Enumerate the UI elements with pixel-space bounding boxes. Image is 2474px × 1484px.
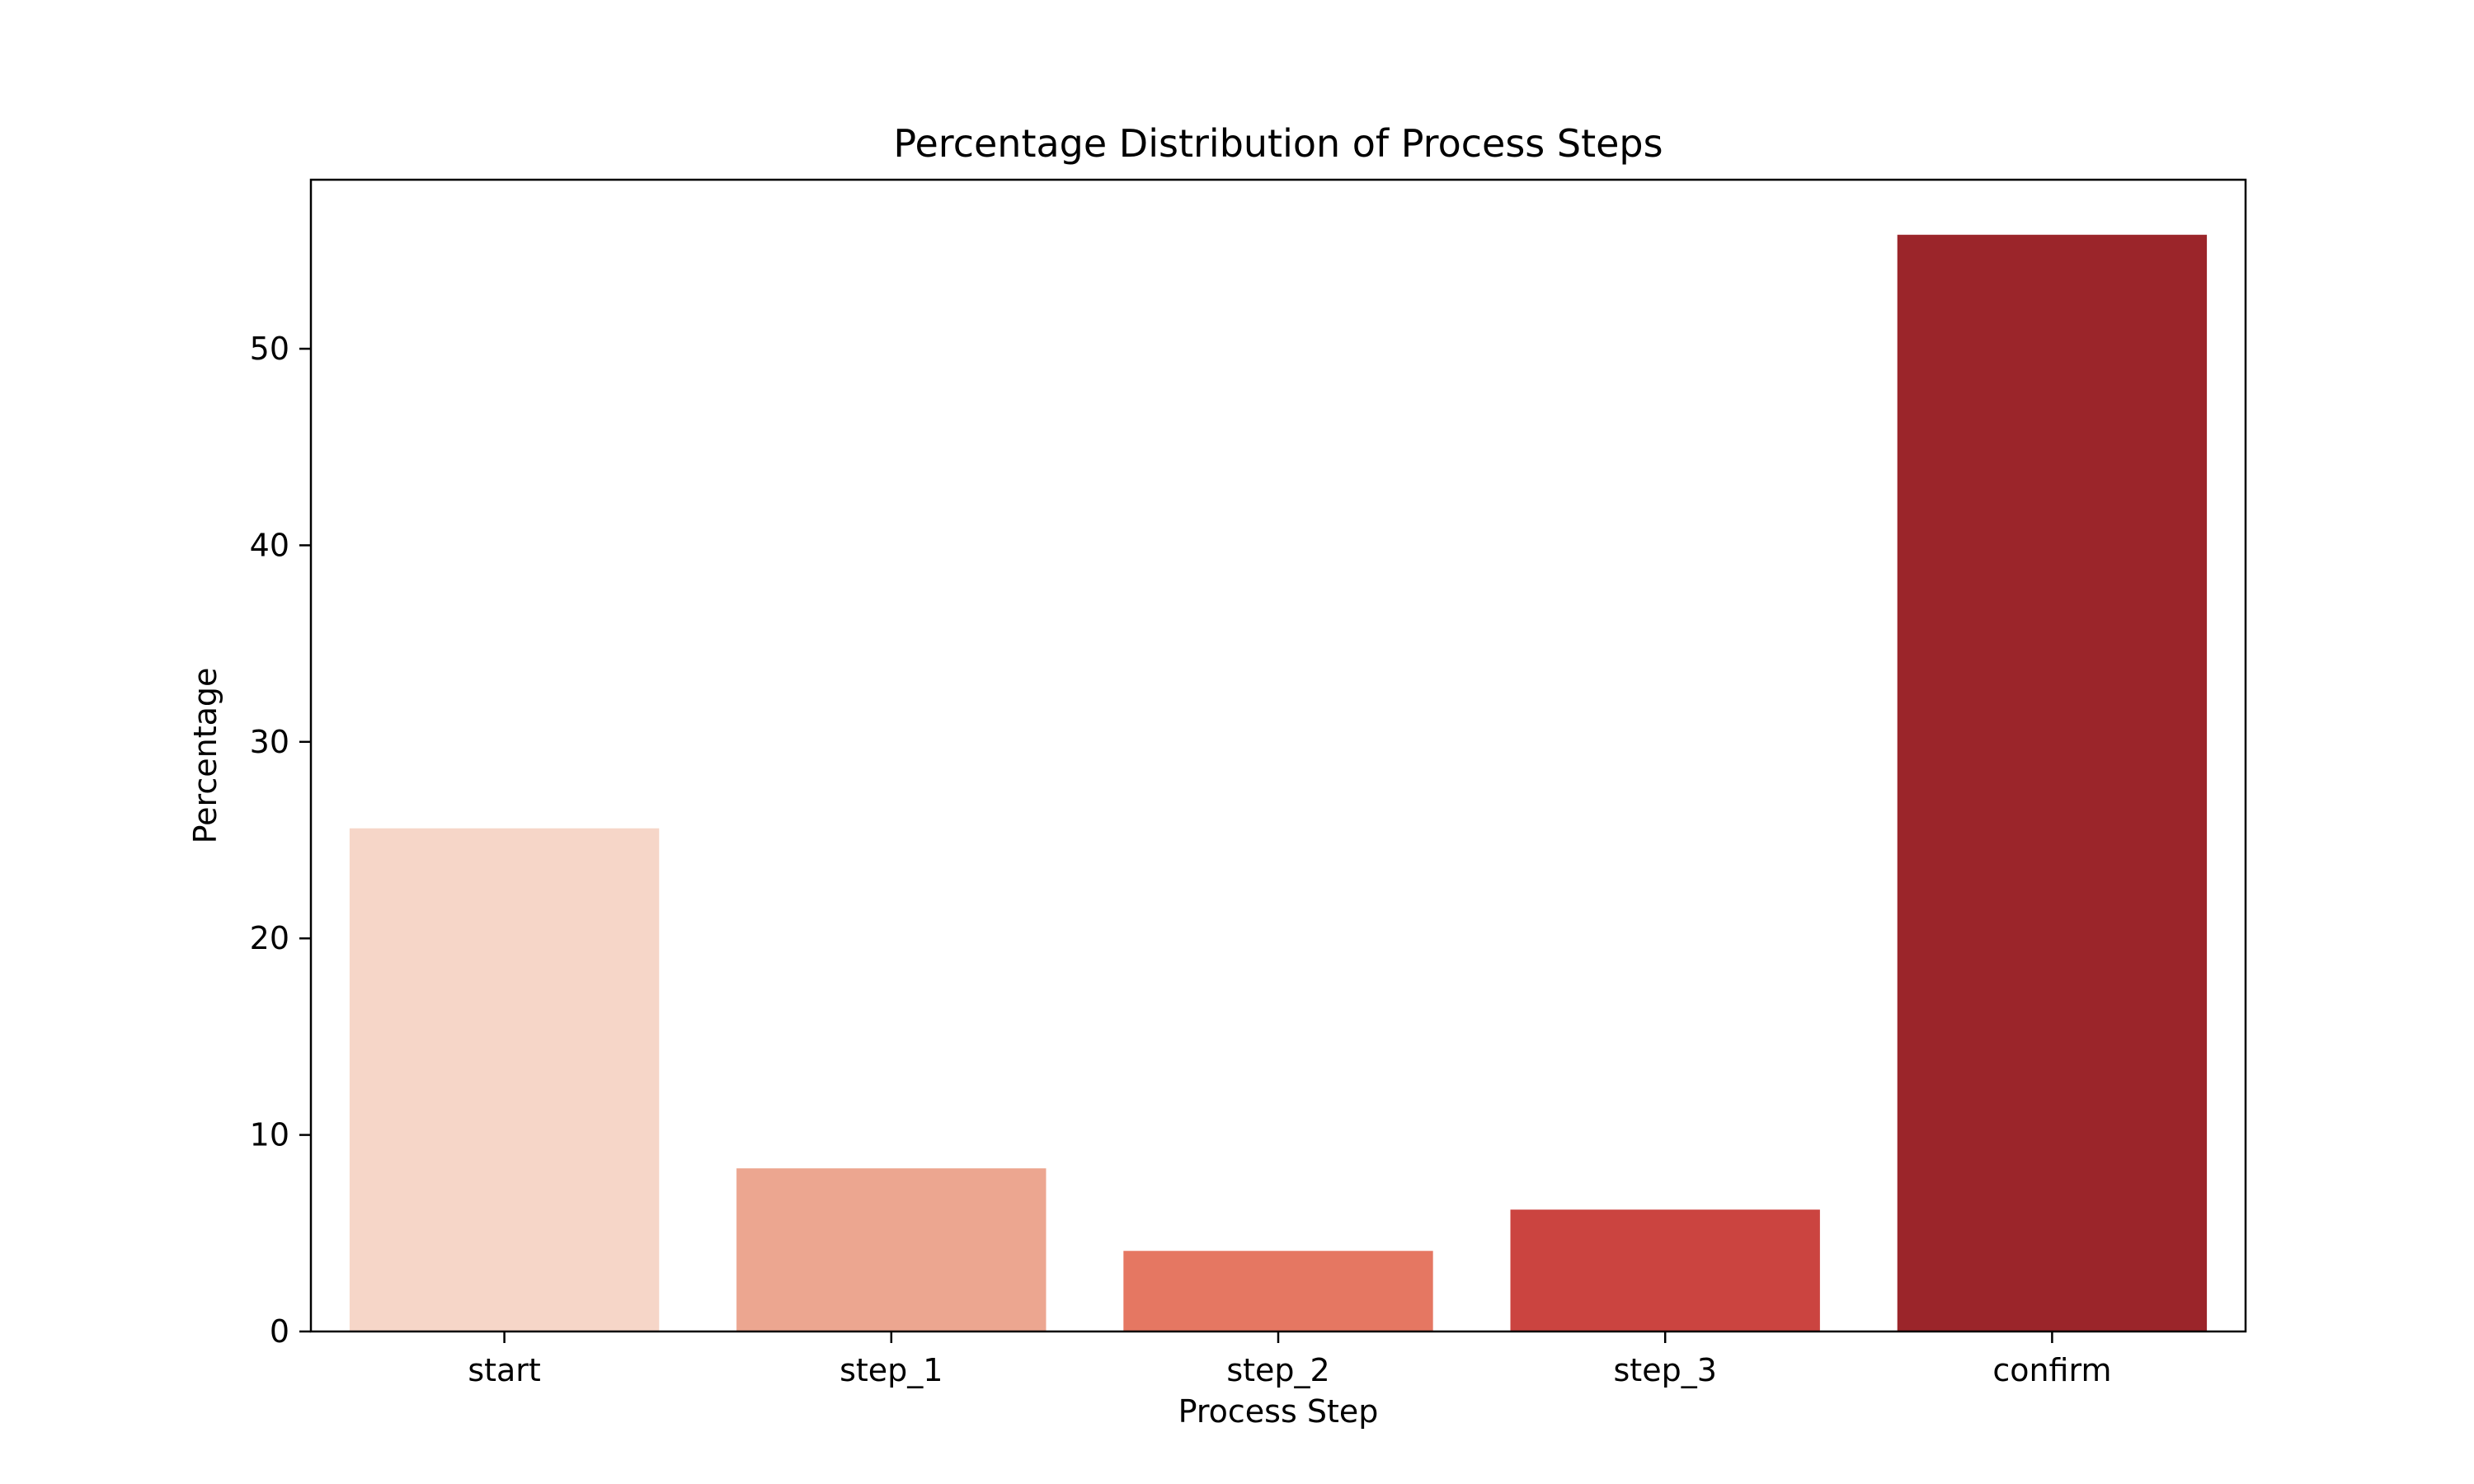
y-tick-label-40: 40 xyxy=(250,527,289,563)
bar-start xyxy=(349,828,660,1331)
x-tick-label-step-1: step_1 xyxy=(840,1352,943,1388)
plot-frame xyxy=(309,178,2247,1333)
y-axis-label: Percentage xyxy=(187,668,223,844)
x-axis: start step_1 step_2 step_3 confirm xyxy=(468,1331,2111,1388)
y-axis: 0 10 20 30 40 50 xyxy=(250,331,311,1350)
y-tick-label-30: 30 xyxy=(250,724,289,760)
bar-step-2 xyxy=(1123,1251,1433,1331)
x-tick-label-confirm: confirm xyxy=(1992,1352,2111,1388)
bars-layer xyxy=(349,234,2208,1331)
x-axis-label: Process Step xyxy=(1178,1393,1379,1430)
bar-step-3 xyxy=(1510,1209,1820,1331)
x-tick-label-step-3: step_3 xyxy=(1614,1352,1717,1388)
bar-step-1 xyxy=(736,1168,1047,1331)
y-tick-label-50: 50 xyxy=(250,331,289,367)
chart-title: Percentage Distribution of Process Steps xyxy=(893,121,1663,166)
x-tick-label-start: start xyxy=(468,1352,541,1388)
y-tick-label-20: 20 xyxy=(250,920,289,956)
bar-confirm xyxy=(1897,234,2208,1331)
y-tick-label-0: 0 xyxy=(270,1313,289,1350)
x-tick-label-step-2: step_2 xyxy=(1226,1352,1329,1388)
y-tick-label-10: 10 xyxy=(250,1117,289,1153)
